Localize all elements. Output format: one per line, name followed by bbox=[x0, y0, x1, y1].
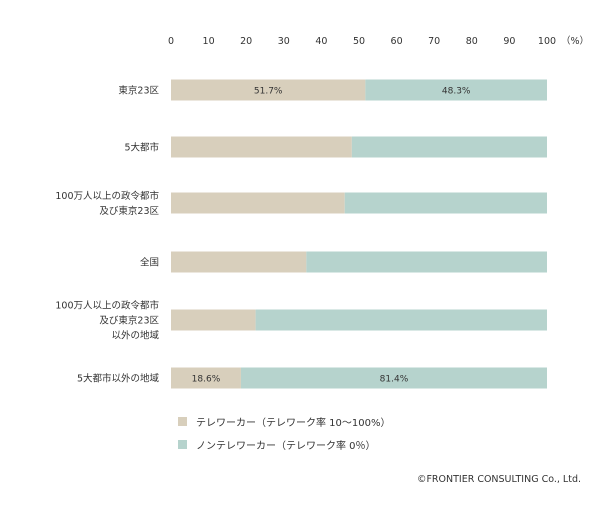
bar-segment bbox=[306, 251, 547, 273]
x-tick-label: 100 bbox=[538, 36, 556, 47]
category-label: 東京23区 bbox=[118, 85, 159, 97]
x-tick-label: 0 bbox=[168, 36, 174, 47]
category-label: 全国 bbox=[140, 257, 159, 269]
category-label: 以外の地域 bbox=[111, 330, 159, 342]
x-tick-label: 40 bbox=[315, 36, 327, 47]
bar-segment bbox=[171, 136, 352, 158]
x-tick-label: 30 bbox=[278, 36, 290, 47]
x-tick-label: 90 bbox=[503, 36, 515, 47]
bar-segment bbox=[171, 251, 307, 273]
data-label: 18.6% bbox=[192, 375, 221, 385]
copyright-credit: ©FRONTIER CONSULTING Co., Ltd. bbox=[416, 474, 581, 485]
category-label: 100万人以上の政令都市 bbox=[55, 300, 159, 312]
x-tick-label: 70 bbox=[428, 36, 440, 47]
bar-segment bbox=[351, 136, 547, 158]
bar-segment bbox=[171, 367, 241, 389]
category-label: 5大都市 bbox=[124, 142, 159, 154]
x-tick-label: 50 bbox=[353, 36, 365, 47]
legend-label-non-teleworker: ノンテレワーカー（テレワーク率 0％） bbox=[196, 440, 376, 452]
legend-item-teleworker: テレワーカー（テレワーク率 10〜100%） bbox=[178, 412, 391, 430]
x-unit-label: （%） bbox=[561, 35, 589, 47]
legend-item-non-teleworker: ノンテレワーカー（テレワーク率 0％） bbox=[178, 435, 391, 453]
data-label: 51.7% bbox=[254, 87, 283, 97]
category-label: 5大都市以外の地域 bbox=[77, 373, 160, 385]
bar-segment bbox=[255, 309, 547, 331]
bar-segment bbox=[365, 79, 547, 101]
bar-segment bbox=[240, 367, 547, 389]
x-tick-label: 60 bbox=[391, 36, 403, 47]
x-tick-label: 80 bbox=[466, 36, 478, 47]
category-label: 及び東京23区 bbox=[99, 205, 159, 217]
category-label: 100万人以上の政令都市 bbox=[55, 190, 159, 202]
x-tick-label: 20 bbox=[240, 36, 252, 47]
data-label: 48.3% bbox=[442, 87, 471, 97]
bar-segment bbox=[171, 309, 256, 331]
bar-segment bbox=[171, 192, 345, 214]
legend-swatch-teleworker bbox=[178, 416, 187, 426]
legend: テレワーカー（テレワーク率 10〜100%） ノンテレワーカー（テレワーク率 0… bbox=[178, 412, 391, 458]
x-tick-label: 10 bbox=[203, 36, 215, 47]
legend-label-teleworker: テレワーカー（テレワーク率 10〜100%） bbox=[196, 417, 391, 429]
category-label: 及び東京23区 bbox=[99, 315, 159, 327]
bar-segment bbox=[171, 79, 366, 101]
bar-segment bbox=[344, 192, 547, 214]
legend-swatch-non-teleworker bbox=[178, 439, 187, 449]
data-label: 81.4% bbox=[380, 375, 409, 385]
